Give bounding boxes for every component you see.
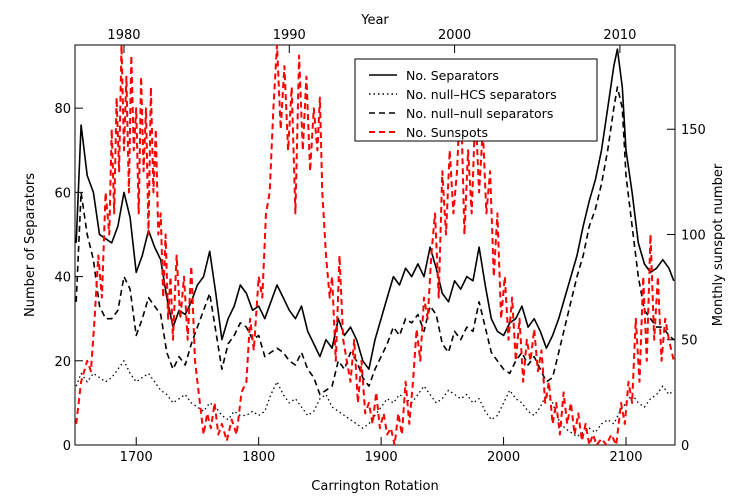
- year-tick-label: 2010: [603, 28, 636, 43]
- legend-label-0: No. Separators: [406, 68, 499, 83]
- y-axis-title: Number of Separators: [23, 173, 38, 317]
- x-axis-title: Carrington Rotation: [311, 479, 438, 494]
- x2-axis-title: Year: [360, 13, 389, 28]
- y-tick-label: 0: [63, 439, 71, 454]
- y2-tick-label: 100: [681, 228, 706, 243]
- y2-tick-label: 50: [681, 334, 698, 349]
- series-line-0: [75, 48, 675, 371]
- y2-tick-label: 150: [681, 123, 706, 138]
- year-tick-label: 2000: [438, 28, 471, 43]
- y-tick-label: 80: [54, 102, 71, 117]
- y-tick-label: 40: [54, 271, 71, 286]
- series-line-3: [75, 45, 675, 445]
- series-line-2: [75, 86, 675, 396]
- legend-label-2: No. null–null separators: [406, 106, 553, 121]
- series-layer: [75, 45, 675, 445]
- plot-frame: [74, 44, 676, 446]
- x-tick-label: 2100: [609, 450, 642, 465]
- year-tick-label: 1990: [273, 28, 306, 43]
- legend: No. Separators No. null–HCS separators No.…: [354, 58, 598, 142]
- y-tick-label: 20: [54, 355, 71, 370]
- legend-label-1: No. null–HCS separators: [406, 87, 557, 102]
- y-tick-label: 60: [54, 186, 71, 201]
- series-line-1: [75, 360, 675, 438]
- y2-axis-title: Monthly sunspot number: [711, 163, 726, 326]
- year-tick-label: 1980: [107, 28, 140, 43]
- y2-tick-label: 0: [681, 439, 689, 454]
- ticks-layer: 1700 1800 1900 2000 2100 1980 1990 2000 2010 0 20 4…: [54, 28, 705, 465]
- x-tick-label: 1700: [120, 450, 153, 465]
- x-tick-label: 1800: [242, 450, 275, 465]
- legend-box: [354, 58, 598, 142]
- x-tick-label: 1900: [365, 450, 398, 465]
- x-tick-label: 2000: [487, 450, 520, 465]
- legend-label-3: No. Sunspots: [406, 125, 488, 140]
